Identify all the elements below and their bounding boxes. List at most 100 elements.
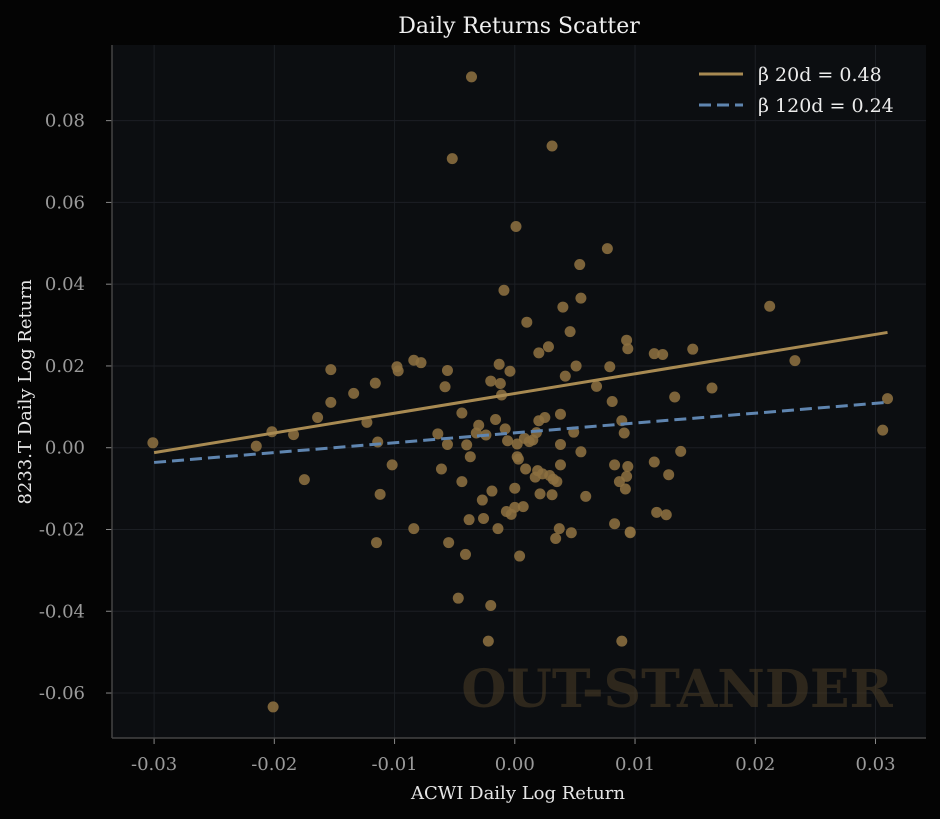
- scatter-point: [459, 548, 471, 560]
- y-tick-label: 0.08: [45, 111, 85, 132]
- scatter-point: [435, 463, 447, 475]
- scatter-point: [554, 408, 566, 420]
- scatter-point: [575, 292, 587, 304]
- legend: β 20d = 0.48 β 120d = 0.24: [699, 64, 894, 117]
- scatter-point: [764, 300, 776, 312]
- scatter-point: [432, 428, 444, 440]
- scatter-point: [147, 437, 159, 449]
- scatter-point: [325, 396, 337, 408]
- scatter-point: [534, 488, 546, 500]
- scatter-point: [461, 439, 473, 451]
- scatter-point: [504, 365, 516, 377]
- x-axis-title: ACWI Daily Log Return: [410, 783, 625, 804]
- scatter-point: [606, 396, 618, 408]
- scatter-point: [493, 358, 505, 370]
- scatter-point: [539, 411, 551, 423]
- scatter-point: [675, 445, 687, 457]
- scatter-point: [512, 453, 524, 465]
- scatter-point: [580, 490, 592, 502]
- scatter-point: [669, 391, 681, 403]
- beta-120d-line: [153, 400, 888, 464]
- scatter-point: [570, 360, 582, 372]
- scatter-point: [267, 701, 279, 713]
- scatter-point: [551, 476, 563, 488]
- x-tick-label: 0.02: [735, 754, 775, 775]
- scatter-point: [651, 506, 663, 518]
- scatter-point: [464, 451, 476, 463]
- scatter-point: [706, 382, 718, 394]
- scatter-point: [466, 71, 478, 83]
- scatter-point: [616, 635, 628, 647]
- watermark: OUT-STANDER: [461, 659, 893, 720]
- scatter-point: [476, 494, 488, 506]
- x-tick-label: 0.03: [855, 754, 895, 775]
- scatter-point: [374, 488, 386, 500]
- scatter-point: [546, 140, 558, 152]
- scatter-point: [502, 435, 514, 447]
- x-tick-label: -0.03: [131, 754, 177, 775]
- scatter-point: [609, 459, 621, 471]
- x-tick-label: 0.00: [495, 754, 535, 775]
- scatter-point: [325, 364, 337, 376]
- scatter-point: [546, 489, 558, 501]
- scatter-point: [622, 343, 634, 355]
- scatter-point: [663, 469, 675, 481]
- scatter-point: [565, 527, 577, 539]
- scatter-point: [510, 221, 522, 233]
- scatter-point: [574, 259, 586, 271]
- scatter-points: [147, 71, 894, 713]
- scatter-point: [621, 470, 633, 482]
- scatter-point: [492, 523, 504, 535]
- x-tick-label: -0.02: [251, 754, 297, 775]
- scatter-point: [415, 357, 427, 369]
- scatter-point: [550, 532, 562, 544]
- scatter-point: [648, 348, 660, 360]
- scatter-point: [621, 334, 633, 346]
- scatter-point: [456, 407, 468, 419]
- scatter-point: [288, 429, 300, 441]
- scatter-point: [648, 456, 660, 468]
- chart-title: Daily Returns Scatter: [398, 14, 640, 39]
- scatter-point: [554, 438, 566, 450]
- scatter-point: [494, 378, 506, 390]
- scatter-point: [517, 501, 529, 513]
- scatter-point: [498, 284, 510, 296]
- scatter-point: [312, 411, 324, 423]
- scatter-point: [554, 459, 566, 471]
- x-tick-label: 0.01: [615, 754, 655, 775]
- scatter-point: [619, 483, 631, 495]
- scatter-point: [660, 509, 672, 521]
- scatter-point: [601, 243, 613, 255]
- scatter-point: [557, 301, 569, 313]
- y-tick-label: -0.06: [39, 683, 85, 704]
- scatter-point: [542, 341, 554, 353]
- x-tick-label: -0.01: [371, 754, 417, 775]
- scatter-point: [877, 424, 889, 436]
- scatter-point: [553, 523, 565, 535]
- y-axis-title: 8233.T Daily Log Return: [15, 279, 36, 504]
- scatter-point: [441, 438, 453, 450]
- scatter-point: [486, 485, 498, 497]
- scatter-point: [386, 459, 398, 471]
- scatter-point: [371, 537, 383, 549]
- scatter-point: [392, 365, 404, 377]
- y-tick-label: 0.00: [45, 438, 85, 459]
- scatter-point: [521, 316, 533, 328]
- y-tick-label: 0.02: [45, 356, 85, 377]
- scatter-point: [473, 419, 485, 431]
- y-tick-label: 0.04: [45, 274, 85, 295]
- scatter-point: [564, 326, 576, 338]
- scatter-point: [624, 526, 636, 538]
- scatter-point: [657, 348, 669, 360]
- scatter-point: [369, 377, 381, 389]
- scatter-point: [478, 512, 490, 524]
- scatter-point: [618, 427, 630, 439]
- scatter-point: [591, 380, 603, 392]
- scatter-point: [452, 592, 464, 604]
- scatter-point: [490, 414, 502, 426]
- legend-label-beta-120d: β 120d = 0.24: [758, 95, 894, 117]
- scatter-point: [439, 381, 451, 393]
- y-tick-label: -0.04: [39, 601, 85, 622]
- scatter-point: [463, 514, 475, 526]
